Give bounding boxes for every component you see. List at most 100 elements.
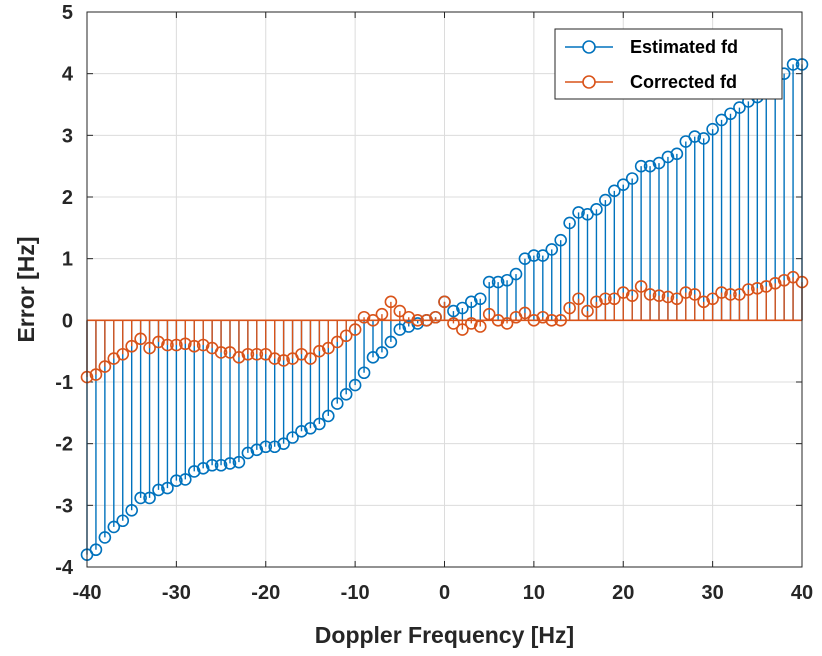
marker-estimated-fd: [411, 317, 424, 330]
marker-corrected-fd: [339, 329, 353, 343]
marker-estimated-fd: [161, 481, 174, 495]
marker-corrected-fd: [527, 314, 541, 327]
marker-corrected-fd: [447, 317, 460, 330]
marker-estimated-fd: [134, 491, 147, 505]
marker-estimated-fd: [214, 458, 228, 472]
marker-corrected-fd: [751, 281, 764, 295]
marker-corrected-fd: [429, 310, 442, 324]
marker-corrected-fd: [724, 288, 737, 301]
marker-estimated-fd: [196, 462, 210, 475]
x-tick-label: -20: [251, 582, 280, 604]
marker-corrected-fd: [599, 292, 612, 306]
marker-estimated-fd: [268, 440, 281, 454]
marker-corrected-fd: [706, 292, 719, 306]
x-tick-label: 10: [523, 582, 545, 604]
marker-estimated-fd: [241, 446, 255, 460]
marker-corrected-fd: [500, 317, 514, 330]
marker-estimated-fd: [536, 249, 550, 262]
plot-frame: [86, 11, 803, 568]
marker-estimated-fd: [733, 101, 746, 114]
x-tick-label: 0: [439, 582, 450, 604]
marker-estimated-fd: [608, 184, 621, 198]
marker-estimated-fd: [625, 172, 639, 185]
x-tick-label: -10: [341, 582, 370, 604]
marker-corrected-fd: [679, 286, 693, 299]
marker-estimated-fd: [313, 417, 326, 431]
marker-estimated-fd: [89, 543, 103, 557]
marker-estimated-fd: [670, 147, 684, 161]
y-tick-label: -1: [55, 372, 73, 394]
x-tick-label: 20: [612, 582, 634, 604]
marker-corrected-fd: [152, 335, 165, 349]
marker-estimated-fd: [179, 473, 192, 486]
marker-estimated-fd: [295, 425, 308, 438]
marker-corrected-fd: [465, 317, 478, 330]
marker-corrected-fd: [688, 288, 702, 301]
marker-estimated-fd: [447, 304, 460, 318]
marker-corrected-fd: [742, 283, 755, 296]
legend[interactable]: Estimated fd Corrected fd: [554, 28, 783, 100]
marker-corrected-fd: [196, 338, 210, 352]
marker-estimated-fd: [473, 292, 487, 306]
y-tick-labels: -4 -3 -2 -1 0 1 2 3 4 5: [55, 2, 74, 579]
marker-corrected-fd: [616, 286, 630, 299]
marker-corrected-fd: [250, 347, 264, 361]
marker-corrected-fd: [348, 323, 362, 336]
marker-corrected-fd: [608, 292, 621, 306]
marker-estimated-fd: [545, 243, 559, 256]
marker-corrected-fd: [134, 332, 147, 346]
marker-estimated-fd: [223, 457, 237, 470]
marker-corrected-fd: [357, 310, 371, 324]
marker-estimated-fd: [330, 397, 344, 410]
marker-corrected-fd: [482, 307, 496, 321]
y-axis-label: Error [Hz]: [13, 236, 39, 342]
marker-estimated-fd: [518, 252, 532, 265]
marker-corrected-fd: [777, 273, 791, 287]
marker-estimated-fd: [697, 132, 710, 145]
marker-estimated-fd: [527, 249, 541, 262]
x-tick-label: -30: [162, 582, 191, 604]
marker-corrected-fd: [563, 301, 576, 315]
marker-corrected-fd: [179, 337, 192, 351]
marker-estimated-fd: [616, 178, 630, 191]
marker-corrected-fd: [161, 338, 174, 352]
marker-estimated-fd: [277, 437, 290, 450]
marker-corrected-fd: [652, 289, 666, 302]
marker-estimated-fd: [563, 216, 576, 230]
y-tick-label: 2: [62, 187, 73, 209]
marker-estimated-fd: [107, 520, 121, 534]
y-tick-label: -3: [55, 495, 73, 517]
marker-estimated-fd: [715, 113, 728, 127]
marker-estimated-fd: [357, 366, 371, 380]
marker-estimated-fd: [643, 159, 657, 173]
marker-corrected-fd: [545, 314, 559, 327]
marker-corrected-fd: [643, 288, 657, 301]
y-tick-label: 4: [62, 64, 74, 86]
marker-estimated-fd: [259, 440, 273, 454]
marker-estimated-fd: [98, 531, 112, 544]
marker-corrected-fd: [384, 295, 398, 309]
marker-estimated-fd: [590, 203, 603, 216]
marker-corrected-fd: [268, 352, 281, 365]
marker-estimated-fd: [482, 275, 496, 289]
marker-corrected-fd: [322, 341, 335, 355]
marker-estimated-fd: [661, 150, 675, 164]
marker-estimated-fd: [688, 130, 702, 143]
marker-estimated-fd: [456, 301, 469, 315]
marker-corrected-fd: [214, 346, 228, 359]
marker-corrected-fd: [411, 314, 424, 327]
marker-corrected-fd: [116, 347, 130, 361]
marker-estimated-fd: [286, 431, 299, 444]
marker-estimated-fd: [599, 193, 612, 207]
y-tick-label: 3: [62, 125, 73, 147]
marker-estimated-fd: [500, 273, 514, 287]
marker-corrected-fd: [277, 354, 290, 367]
marker-corrected-fd: [143, 341, 156, 355]
marker-corrected-fd: [634, 280, 648, 293]
y-tick-label: 1: [62, 249, 73, 271]
legend-label-estimated-fd: Estimated fd: [630, 37, 738, 57]
marker-corrected-fd: [768, 277, 782, 290]
marker-corrected-fd: [661, 290, 675, 304]
marker-corrected-fd: [554, 314, 567, 327]
